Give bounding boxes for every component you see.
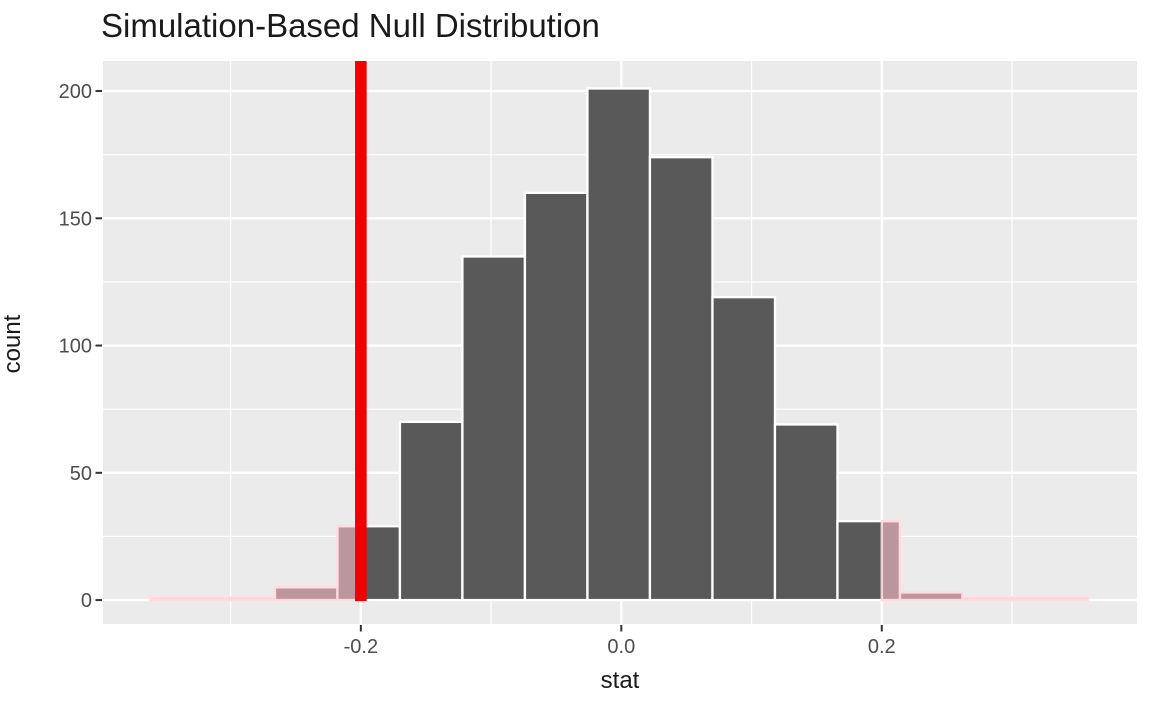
y-tick-label: 50 [70, 463, 92, 485]
y-tick-label: 100 [59, 336, 92, 358]
histogram-bar [461, 255, 527, 602]
histogram-bar [398, 420, 464, 602]
histogram-bar [523, 191, 589, 602]
y-axis-title: count [0, 314, 26, 374]
x-tick-label: 0.0 [607, 636, 635, 658]
y-tick-label: 150 [59, 208, 92, 230]
plot-title: Simulation-Based Null Distribution [101, 7, 600, 44]
x-tick-label: 0.2 [868, 636, 896, 658]
histogram-bar [648, 156, 714, 602]
histogram-bar [586, 87, 652, 602]
x-tick-label: -0.2 [344, 636, 378, 658]
histogram-bar [773, 423, 839, 602]
y-tick-label: 200 [59, 81, 92, 103]
histogram-bar [711, 296, 777, 602]
pvalue-shade-region [880, 519, 1089, 602]
x-axis-title: stat [600, 667, 640, 694]
y-tick-label: 0 [81, 590, 92, 612]
observed-stat-line [355, 61, 367, 602]
